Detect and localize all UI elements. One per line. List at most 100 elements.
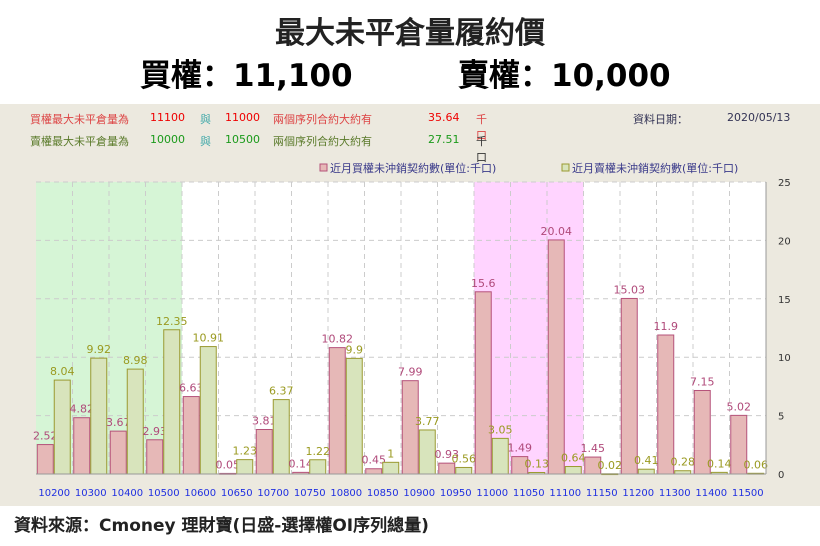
put-data-label: 3.05 <box>488 423 513 436</box>
put-data-label: 6.37 <box>269 385 294 398</box>
y-tick-label: 20 <box>778 236 791 247</box>
data-source: 資料來源：Cmoney 理財寶(日盛-選擇權OI序列總量) <box>14 516 429 536</box>
put-data-label: 1.22 <box>306 445 331 458</box>
x-tick-label: 10600 <box>184 488 216 499</box>
legend-label: 近月賣權未沖銷契約數(單位:千口) <box>572 161 738 175</box>
call-info-row: 買權最大未平倉量為 11100 與 11000 兩個序列合約大約有 35.64 … <box>30 111 487 142</box>
put-data-label: 1 <box>387 447 394 460</box>
call-bar <box>36 444 54 475</box>
call-data-label: 10.82 <box>322 333 354 346</box>
call-data-label: 4.82 <box>70 403 95 416</box>
call-data-label: 2.52 <box>33 430 58 443</box>
put-data-label: 9.9 <box>346 343 364 356</box>
call-data-label: 1.49 <box>508 442 533 455</box>
put-value: 27.51 <box>428 133 460 146</box>
y-tick-label: 25 <box>778 178 791 189</box>
put-data-label: 1.23 <box>233 445 258 458</box>
put-data-label: 12.35 <box>156 315 188 328</box>
put-info-label: 賣權最大未平倉量為 <box>30 135 129 148</box>
x-tick-label: 10900 <box>403 488 435 499</box>
call-data-label: 1.45 <box>581 442 606 455</box>
call-desc: 兩個序列合約大約有 <box>273 113 372 126</box>
x-tick-label: 10200 <box>38 488 70 499</box>
call-unit: 千口 <box>476 113 487 142</box>
put-data-label: 9.92 <box>87 343 112 356</box>
call-data-label: 15.6 <box>471 277 496 290</box>
y-tick-label: 15 <box>778 295 791 306</box>
put-bar <box>382 461 400 475</box>
put-data-label: 0.41 <box>634 454 659 467</box>
x-tick-label: 11000 <box>476 488 508 499</box>
put-bar <box>564 466 582 475</box>
put-data-label: 0.06 <box>744 458 769 471</box>
call-data-label: 7.15 <box>690 375 715 388</box>
call-bar <box>146 439 164 475</box>
put-data-label: 0.02 <box>598 459 623 472</box>
put-bar <box>272 399 290 475</box>
call-data-label: 11.9 <box>654 320 679 333</box>
put-data-label: 0.14 <box>707 457 732 470</box>
call-data-label: 15.03 <box>614 283 646 296</box>
put-bar <box>637 468 655 475</box>
call-bar <box>657 334 675 475</box>
call-data-label: 0.93 <box>435 448 460 461</box>
call-bar <box>73 417 91 475</box>
put-strike2: 10500 <box>225 133 260 146</box>
x-tick-label: 10750 <box>294 488 326 499</box>
call-bar <box>547 239 565 475</box>
x-tick-label: 11100 <box>549 488 581 499</box>
x-tick-label: 11500 <box>732 488 764 499</box>
put-strike1: 10000 <box>150 133 185 146</box>
call-strike2: 11000 <box>225 111 260 124</box>
put-data-label: 3.77 <box>415 415 440 428</box>
call-conj: 與 <box>200 113 211 126</box>
x-tick-label: 10700 <box>257 488 289 499</box>
call-data-label: 5.02 <box>727 400 752 413</box>
x-tick-label: 11400 <box>695 488 727 499</box>
put-bar <box>345 357 363 475</box>
legend-label: 近月買權未沖銷契約數(單位:千口) <box>330 161 496 175</box>
put-bar <box>126 368 144 475</box>
call-bar <box>365 468 383 475</box>
y-tick-label: 10 <box>778 353 791 364</box>
call-data-label: 6.63 <box>179 382 204 395</box>
put-bar <box>455 466 473 475</box>
call-data-label: 0.14 <box>289 457 314 470</box>
x-tick-label: 10400 <box>111 488 143 499</box>
date-value: 2020/05/13 <box>727 111 791 124</box>
call-data-label: 20.04 <box>541 225 573 238</box>
call-bar <box>109 430 127 475</box>
put-conj: 與 <box>200 135 211 148</box>
put-bar <box>90 357 108 475</box>
put-bar <box>236 459 254 475</box>
call-max-oi-label: 買權：11,100 <box>140 58 353 94</box>
legend-swatch <box>319 163 328 172</box>
put-data-label: 8.98 <box>123 354 148 367</box>
x-tick-label: 11150 <box>586 488 618 499</box>
put-unit: 千口 <box>476 135 487 164</box>
x-tick-label: 10300 <box>75 488 107 499</box>
call-data-label: 3.67 <box>106 416 131 429</box>
call-data-label: 0.05 <box>216 458 241 471</box>
put-data-label: 0.28 <box>671 456 696 469</box>
page-title: 最大未平倉量履約價 <box>275 16 545 51</box>
call-bar <box>620 297 638 475</box>
call-bar <box>182 396 200 475</box>
call-bar <box>328 347 346 475</box>
put-data-label: 0.56 <box>452 452 477 465</box>
put-data-label: 10.91 <box>193 332 225 345</box>
x-tick-label: 11200 <box>622 488 654 499</box>
put-desc: 兩個序列合約大約有 <box>273 135 372 148</box>
x-tick-label: 10850 <box>367 488 399 499</box>
put-bar <box>309 459 327 475</box>
x-tick-label: 10650 <box>221 488 253 499</box>
date-label: 資料日期： <box>633 113 688 126</box>
put-info-row: 賣權最大未平倉量為 10000 與 10500 兩個序列合約大約有 27.51 … <box>30 133 487 164</box>
put-data-label: 0.64 <box>561 452 586 465</box>
put-bar <box>491 437 509 475</box>
call-value: 35.64 <box>428 111 460 124</box>
x-tick-label: 10800 <box>330 488 362 499</box>
put-bar <box>199 346 217 475</box>
y-tick-label: 0 <box>778 470 784 481</box>
